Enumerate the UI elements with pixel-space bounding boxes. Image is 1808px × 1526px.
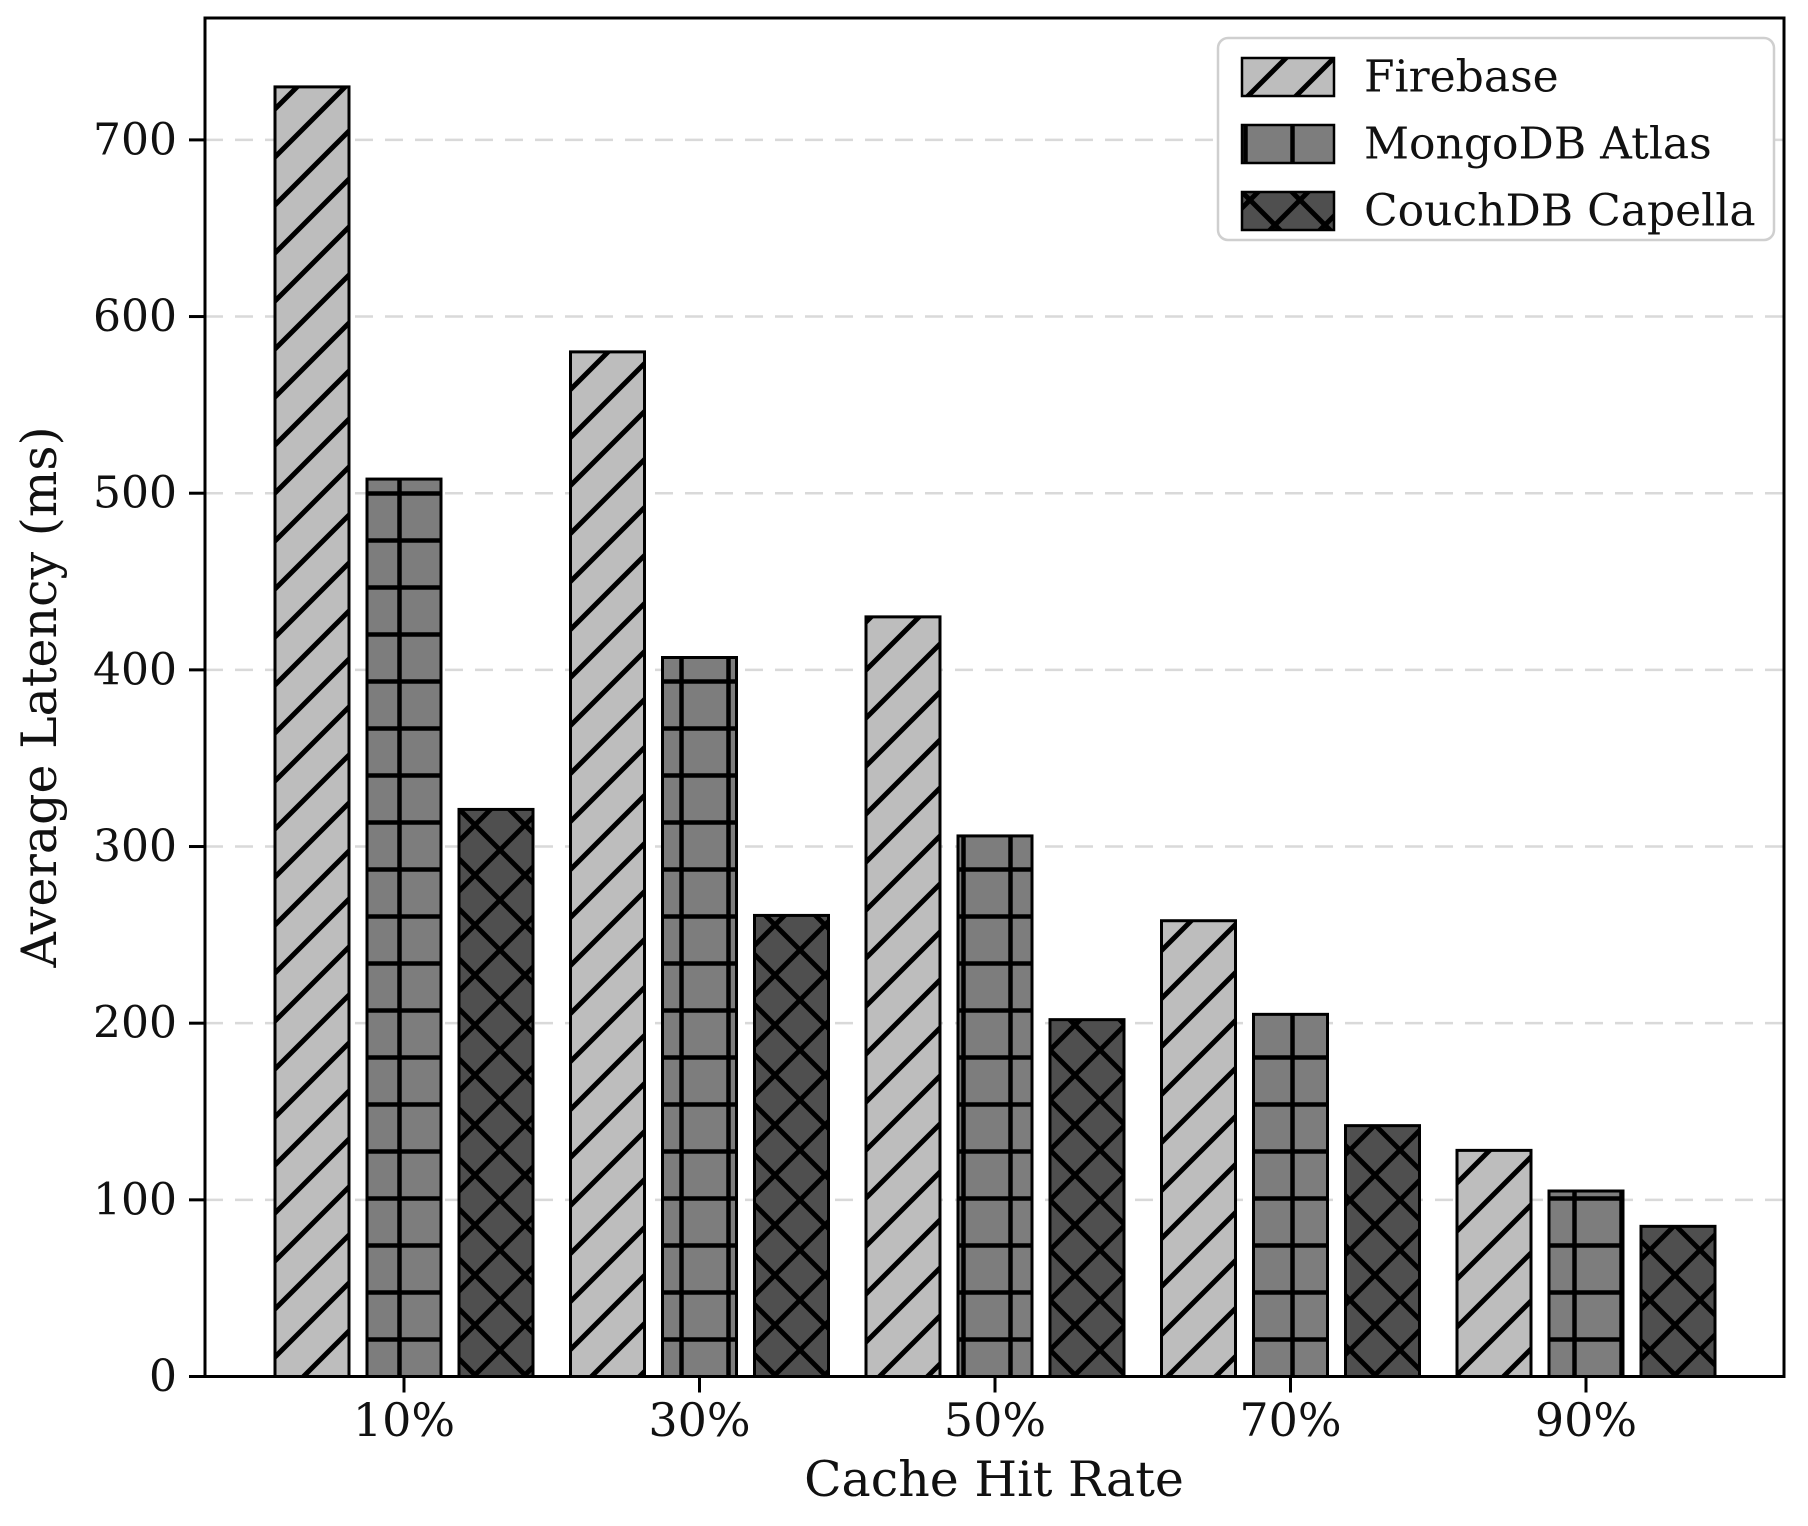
- x-tick-label-90-: 90%: [1535, 1393, 1637, 1447]
- x-tick-label-30-: 30%: [648, 1393, 750, 1447]
- bar-firebase-30-: [569, 350, 646, 1378]
- legend-label-couchdb-capella: CouchDB Capella: [1364, 186, 1756, 237]
- bar-firebase-90-: [1455, 1148, 1533, 1379]
- bar-couchdb-capella-90-: [1639, 1224, 1717, 1378]
- bar-mongodb-atlas-50-: [956, 834, 1034, 1378]
- legend-label-mongodb-atlas: MongoDB Atlas: [1364, 119, 1712, 170]
- legend-label-firebase: Firebase: [1364, 52, 1559, 103]
- x-tick-label-70-: 70%: [1239, 1393, 1341, 1447]
- bar-mongodb-atlas-90-: [1547, 1189, 1625, 1379]
- bar-couchdb-capella-30-: [753, 913, 830, 1378]
- bar-couchdb-capella-70-: [1344, 1124, 1421, 1378]
- bar-mongodb-atlas-70-: [1252, 1012, 1329, 1379]
- legend-box: [1216, 36, 1776, 242]
- ticks-layer: 0 100 200 300 400 500 600 700 10% 30% 50% 70% 90%: [93, 114, 1637, 1447]
- y-tick-label-700: 700: [93, 114, 177, 165]
- legend-swatch-couchdb-capella: [1240, 190, 1336, 232]
- bar-couchdb-capella-50-: [1048, 1018, 1126, 1378]
- y-tick-label-100: 100: [93, 1174, 177, 1225]
- y-tick-label-500: 500: [93, 468, 177, 519]
- legend: Firebase MongoDB Atlas CouchDB Capella: [1216, 36, 1776, 242]
- x-tick-label-10-: 10%: [353, 1393, 455, 1447]
- y-tick-label-0: 0: [149, 1351, 177, 1402]
- bar-firebase-50-: [864, 615, 942, 1378]
- bar-mongodb-atlas-30-: [661, 656, 738, 1378]
- y-tick-label-200: 200: [93, 998, 177, 1049]
- y-tick-label-400: 400: [93, 644, 177, 695]
- bar-firebase-70-: [1160, 919, 1237, 1378]
- y-tick-label-300: 300: [93, 821, 177, 872]
- bar-firebase-10-: [273, 85, 351, 1379]
- x-tick-label-50-: 50%: [944, 1393, 1046, 1447]
- bar-couchdb-capella-10-: [457, 807, 535, 1378]
- bars-layer: [273, 85, 1717, 1379]
- legend-swatch-mongodb-atlas: [1240, 123, 1336, 165]
- x-axis-label: Cache Hit Rate: [804, 1451, 1184, 1508]
- y-tick-label-600: 600: [93, 291, 177, 342]
- y-axis-label: Average Latency (ms): [11, 426, 68, 968]
- bar-mongodb-atlas-10-: [365, 477, 443, 1378]
- legend-swatch-firebase: [1240, 56, 1336, 98]
